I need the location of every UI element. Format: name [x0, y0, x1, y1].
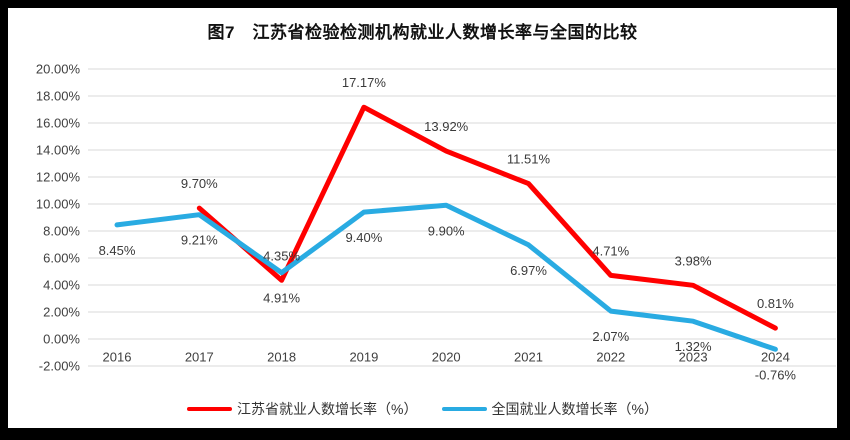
series-line-1: [114, 202, 778, 352]
y-axis-tick-label: 2.00%: [43, 305, 80, 320]
data-point-label: 1.32%: [675, 339, 712, 354]
data-point-label: 4.71%: [592, 243, 629, 258]
x-axis-category-label: 2016: [103, 350, 132, 365]
x-axis-category-label: 2021: [514, 350, 543, 365]
legend-swatch-red-line: [187, 407, 233, 411]
y-axis-tick-label: 10.00%: [36, 197, 81, 212]
data-point-label: 3.98%: [675, 253, 712, 268]
y-axis-tick-label: 12.00%: [36, 170, 81, 185]
legend-swatch-blue-line: [441, 407, 487, 411]
data-point-label: 17.17%: [342, 75, 387, 90]
data-point-label: 4.35%: [263, 248, 300, 263]
legend-label-jiangsu: 江苏省就业人数增长率（%）: [237, 401, 418, 417]
series-line-0: [196, 104, 778, 331]
data-point-label: 4.91%: [263, 291, 300, 306]
data-point-label: 6.97%: [510, 263, 547, 278]
data-point-label: 2.07%: [592, 329, 629, 344]
chart-panel: [8, 8, 837, 428]
y-axis-tick-label: 0.00%: [43, 332, 80, 347]
y-axis-tick-label: 6.00%: [43, 251, 80, 266]
y-axis-tick-label: 14.00%: [36, 143, 81, 158]
data-point-label: 0.81%: [757, 296, 794, 311]
data-point-label: -0.76%: [755, 367, 797, 382]
data-point-label: 11.51%: [507, 152, 551, 167]
y-axis-tick-label: 16.00%: [36, 116, 81, 131]
y-axis-tick-label: 8.00%: [43, 224, 80, 239]
legend-label-national: 全国就业人数增长率（%）: [491, 401, 658, 417]
y-axis-tick-label: 18.00%: [36, 89, 81, 104]
x-axis-category-label: 2022: [596, 350, 625, 365]
data-point-label: 13.92%: [424, 119, 469, 134]
x-axis-category-label: 2020: [432, 350, 461, 365]
x-axis-category-label: 2017: [185, 350, 214, 365]
chart-title: 图7 江苏省检验检测机构就业人数增长率与全国的比较: [207, 23, 638, 42]
data-point-label: 9.21%: [181, 233, 218, 248]
data-point-label: 9.90%: [428, 223, 465, 238]
y-axis-tick-label: -2.00%: [39, 359, 81, 374]
y-axis-tick-label: 20.00%: [36, 62, 81, 77]
x-axis-category-label: 2023: [679, 350, 708, 365]
data-point-label: 9.70%: [181, 176, 218, 191]
chart-legend: 江苏省就业人数增长率（%） 全国就业人数增长率（%）: [8, 399, 837, 419]
data-point-label: 9.40%: [345, 230, 382, 245]
x-axis-category-label: 2024: [761, 350, 790, 365]
legend-item-jiangsu: 江苏省就业人数增长率（%）: [187, 399, 418, 419]
legend-item-national: 全国就业人数增长率（%）: [441, 399, 658, 419]
x-axis-category-label: 2019: [349, 350, 378, 365]
x-axis-category-label: 2018: [267, 350, 296, 365]
data-point-label: 8.45%: [99, 243, 136, 258]
y-axis-tick-label: 4.00%: [43, 278, 80, 293]
